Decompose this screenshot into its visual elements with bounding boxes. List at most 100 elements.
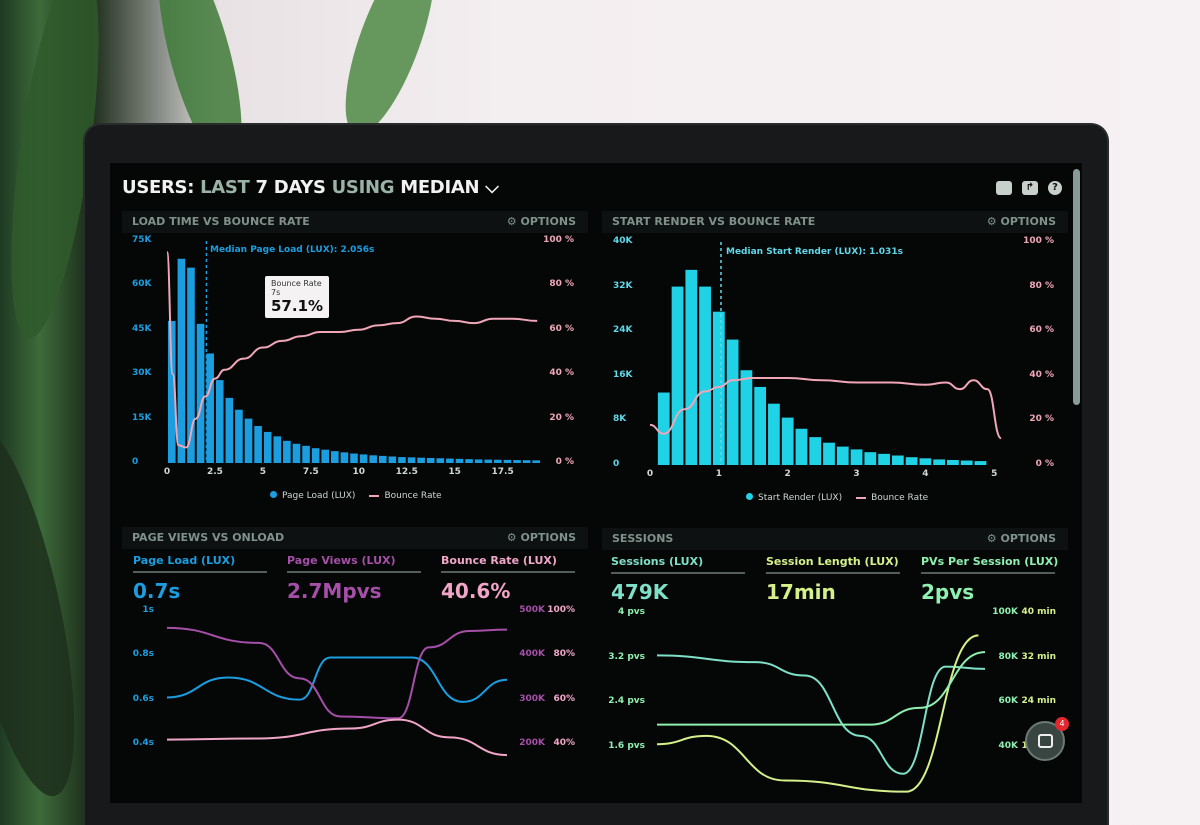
options-button[interactable]: ⚙ OPTIONS bbox=[506, 215, 576, 228]
y2-tick-label: 60K bbox=[998, 696, 1019, 707]
histogram-bar bbox=[254, 426, 262, 463]
kpi-page-load: Page Load (LUX) 0.7s bbox=[133, 554, 267, 603]
y2-tick-label: 100 % bbox=[1023, 236, 1054, 246]
x-tick-label: 5 bbox=[259, 467, 267, 477]
histogram-bar bbox=[754, 386, 767, 465]
panel-header-load-time: LOAD TIME VS BOUNCE RATE ⚙ OPTIONS bbox=[122, 211, 588, 233]
y-tick-label: 15K bbox=[132, 412, 152, 423]
histogram-bar bbox=[484, 459, 493, 463]
x-tick-label: 10 bbox=[352, 467, 366, 477]
histogram-bar bbox=[947, 459, 959, 465]
y-tick-label: 1.6 pvs bbox=[608, 741, 645, 751]
kpi-bounce-rate: Bounce Rate (LUX) 40.6% bbox=[441, 554, 575, 603]
y-tick-label: 60K bbox=[132, 279, 152, 290]
histogram-bar bbox=[177, 258, 186, 463]
y3-tick-label: 40% bbox=[553, 738, 575, 748]
histogram-bar bbox=[426, 457, 435, 463]
series-line bbox=[656, 654, 986, 775]
histogram-bar bbox=[878, 453, 890, 465]
histogram-bar bbox=[350, 453, 358, 463]
histogram-bar bbox=[369, 455, 377, 463]
histogram-bar bbox=[283, 440, 291, 463]
x-tick-label: 0 bbox=[163, 467, 171, 477]
y3-tick-label: 40 min bbox=[1021, 607, 1056, 617]
panel-title: LOAD TIME VS BOUNCE RATE bbox=[132, 215, 310, 228]
histogram-bar bbox=[494, 459, 502, 463]
y2-tick-label: 100K bbox=[992, 607, 1018, 617]
y-tick-label: 0.8s bbox=[132, 649, 154, 660]
histogram-bar bbox=[933, 459, 946, 465]
help-icon[interactable]: ? bbox=[1048, 181, 1062, 195]
options-button[interactable]: ⚙ OPTIONS bbox=[506, 531, 576, 544]
median-start-render-annotation: Median Start Render (LUX): 1.031s bbox=[726, 247, 903, 257]
x-tick-label: 17.5 bbox=[491, 467, 514, 477]
y2-tick-label: 100 % bbox=[543, 235, 574, 245]
histogram-bar bbox=[850, 449, 863, 465]
histogram-bar bbox=[273, 436, 282, 463]
scrollbar[interactable] bbox=[1073, 169, 1080, 405]
legend-start-render: Start Render (LUX) Bounce Rate bbox=[746, 493, 928, 503]
plant-leaf bbox=[327, 0, 453, 145]
y2-tick-label: 60 % bbox=[549, 323, 574, 334]
share-icon[interactable]: ↱ bbox=[1022, 181, 1038, 195]
x-tick-label: 1 bbox=[715, 469, 722, 479]
monitor-icon[interactable] bbox=[996, 181, 1012, 195]
charts-canvas bbox=[166, 241, 1003, 793]
histogram-bar bbox=[685, 269, 698, 465]
histogram-bar bbox=[359, 454, 368, 463]
y3-tick-label: 80% bbox=[553, 649, 575, 660]
histogram-bar bbox=[292, 443, 301, 463]
options-button[interactable]: ⚙ OPTIONS bbox=[986, 215, 1056, 228]
title-using: USING bbox=[331, 177, 395, 198]
chevron-down-icon[interactable]: ⌵ bbox=[485, 177, 499, 198]
histogram-bar bbox=[522, 460, 531, 463]
histogram-bar bbox=[781, 417, 794, 465]
x-tick-label: 7.5 bbox=[302, 467, 319, 477]
y2-tick-label: 20 % bbox=[1029, 414, 1054, 425]
y2-tick-label: 200K bbox=[519, 738, 545, 748]
y2-tick-label: 40 % bbox=[1029, 369, 1054, 380]
median-page-load-annotation: Median Page Load (LUX): 2.056s bbox=[210, 245, 375, 255]
kpi-sessions: Sessions (LUX) 479K bbox=[611, 555, 745, 604]
kpi-session-length: Session Length (LUX) 17min bbox=[766, 555, 900, 604]
y2-tick-label: 500K bbox=[519, 605, 545, 615]
x-tick-label: 12.5 bbox=[395, 467, 418, 477]
y3-tick-label: 24 min bbox=[1021, 696, 1056, 707]
y-tick-label: 75K bbox=[132, 235, 152, 245]
x-tick-label: 4 bbox=[922, 469, 929, 479]
histogram-bar bbox=[321, 449, 330, 463]
x-tick-label: 2.5 bbox=[206, 467, 223, 477]
y-tick-label: 0.4s bbox=[132, 738, 154, 748]
histogram-bar bbox=[465, 459, 473, 463]
x-tick-label: 0 bbox=[646, 469, 654, 479]
histogram-bar bbox=[340, 452, 349, 463]
chat-button[interactable]: 4 bbox=[1025, 717, 1069, 761]
plant-leaf bbox=[0, 414, 99, 806]
x-tick-label: 2 bbox=[784, 469, 791, 479]
title-metric: MEDIAN bbox=[400, 177, 480, 198]
histogram-bar bbox=[795, 428, 808, 465]
histogram-bar bbox=[187, 267, 195, 463]
histogram-bar bbox=[823, 442, 835, 465]
page-title[interactable]: USERS: LAST 7 DAYS USING MEDIAN ⌵ bbox=[122, 177, 499, 198]
histogram-bar bbox=[388, 456, 397, 463]
y3-tick-label: 100% bbox=[547, 605, 575, 615]
histogram-bar bbox=[726, 339, 739, 465]
y-tick-label: 4 pvs bbox=[617, 607, 645, 617]
histogram-bar bbox=[446, 458, 454, 463]
histogram-bar bbox=[378, 455, 387, 463]
legend-bounce-rate: Bounce Rate bbox=[369, 491, 442, 501]
histogram-bar bbox=[225, 397, 234, 463]
y-tick-label: 30K bbox=[132, 368, 152, 379]
y-tick-label: 45K bbox=[132, 323, 152, 334]
y-tick-label: 3.2 pvs bbox=[608, 651, 645, 662]
options-button[interactable]: ⚙ OPTIONS bbox=[986, 532, 1056, 545]
histogram-bar bbox=[836, 446, 849, 465]
y2-tick-label: 20 % bbox=[549, 412, 574, 423]
y-tick-label: 32K bbox=[613, 280, 633, 291]
title-users: USERS: bbox=[122, 177, 195, 198]
histogram-bar bbox=[809, 437, 822, 465]
histogram-bar bbox=[974, 461, 987, 465]
histogram-bar bbox=[671, 286, 684, 465]
panel-header-page-views: PAGE VIEWS VS ONLOAD ⚙ OPTIONS bbox=[122, 527, 588, 549]
